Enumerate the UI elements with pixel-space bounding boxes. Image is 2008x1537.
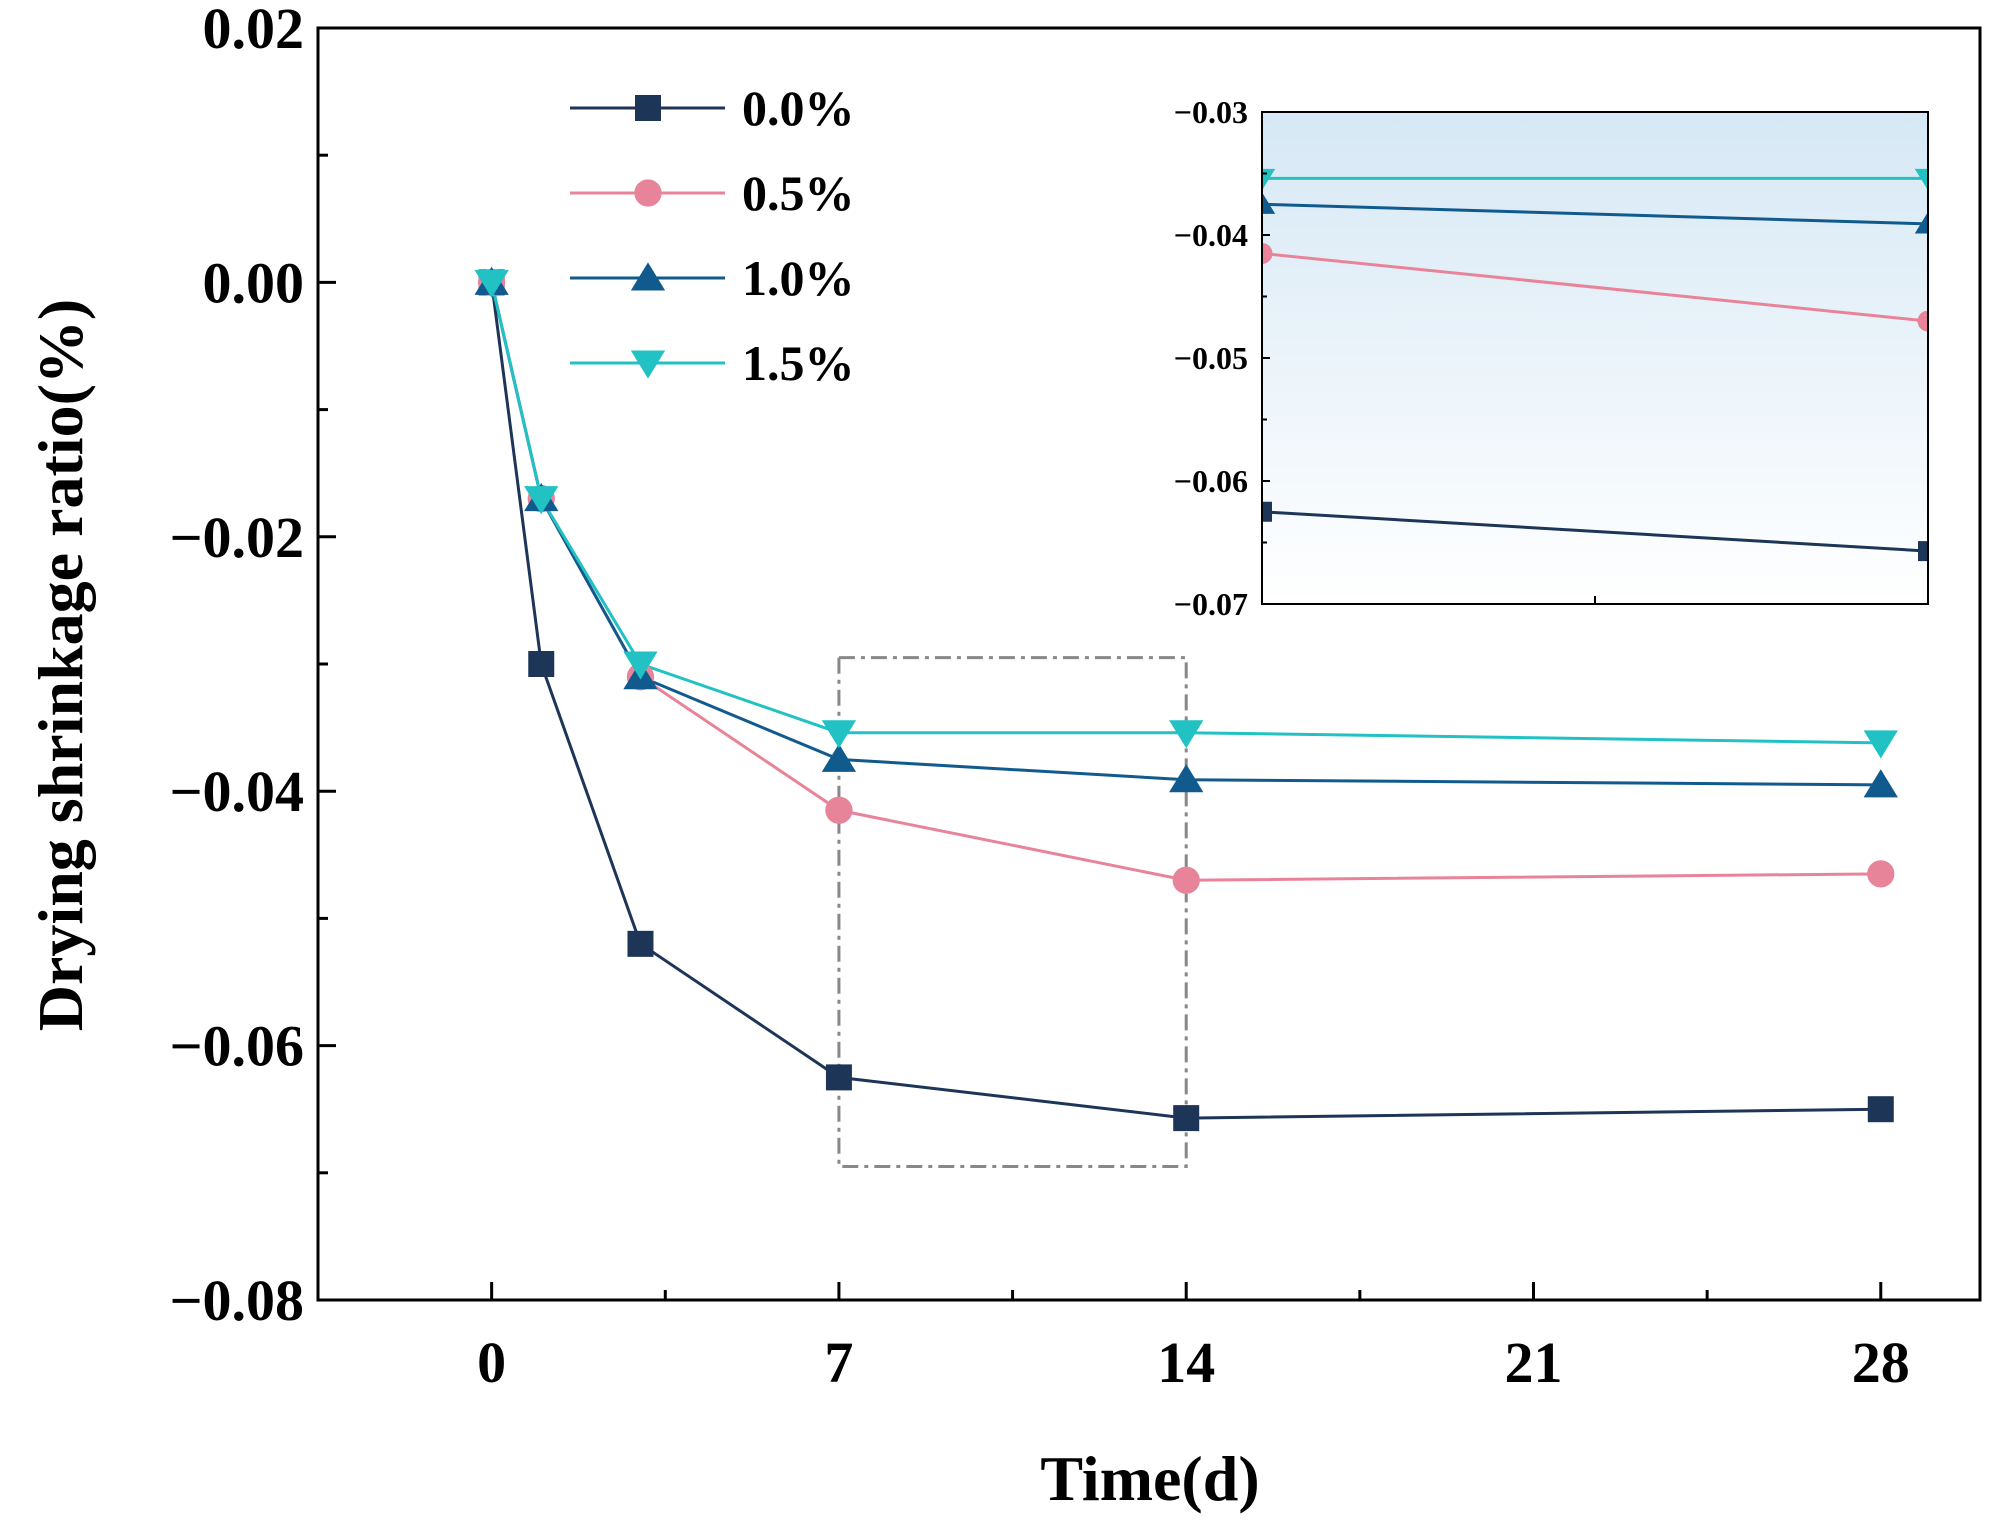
main-markers-group xyxy=(474,266,1898,1132)
data-point-0.5% xyxy=(1867,860,1895,888)
main-axes: 0 7 14 21 28 0.02 0.00 −0.02 −0.04 −0.06 −0.08 xyxy=(169,0,1909,1395)
data-point-1.5% xyxy=(1863,730,1898,759)
inset-data-point-0.0% xyxy=(1262,501,1272,522)
inset-data-point-0.0% xyxy=(1918,541,1928,562)
data-point-1.0% xyxy=(1169,764,1204,793)
inset-y-tick-label: −0.04 xyxy=(1174,217,1248,253)
legend-marker xyxy=(635,95,661,121)
legend-marker xyxy=(630,262,666,291)
y-tick-label: 0.02 xyxy=(203,0,305,61)
inset-series-line-1.0% xyxy=(1262,202,1928,226)
x-tick-label: 14 xyxy=(1157,1330,1215,1395)
inset-data-point-1.0% xyxy=(1262,192,1276,214)
y-tick-label: −0.06 xyxy=(169,1014,304,1079)
legend-label: 1.5% xyxy=(742,335,855,391)
data-point-0.5% xyxy=(825,796,853,824)
data-point-0.5% xyxy=(1172,866,1200,894)
inset-chart: −0.03 −0.04 −0.05 −0.06 −0.07 xyxy=(1174,94,1929,622)
y-tick-label: 0.00 xyxy=(203,250,305,315)
legend-label: 0.0% xyxy=(742,80,855,136)
inset-data-point-0.5% xyxy=(1917,310,1928,332)
data-point-1.5% xyxy=(1169,720,1204,749)
legend-marker xyxy=(630,350,666,379)
series-line-0.0% xyxy=(490,282,1881,1120)
data-point-1.5% xyxy=(821,720,857,749)
data-point-0.0% xyxy=(1173,1105,1200,1132)
y-tick-label: −0.04 xyxy=(169,759,304,824)
inset-y-tick-label: −0.05 xyxy=(1174,340,1248,376)
inset-y-tick-label: −0.07 xyxy=(1174,586,1248,622)
inset-data-point-0.5% xyxy=(1262,242,1273,264)
main-series-group xyxy=(490,282,1881,1120)
y-tick-label: −0.08 xyxy=(169,1268,304,1333)
y-axis-title: Drying shrinkage ratio(%) xyxy=(25,299,96,1031)
x-axis-title: Time(d) xyxy=(1040,1443,1259,1514)
x-tick-label: 21 xyxy=(1504,1330,1562,1395)
inset-series-line-0.0% xyxy=(1262,510,1928,553)
legend: 0.0% 0.5% 1.0% 1.5% xyxy=(570,80,855,391)
legend-label: 0.5% xyxy=(742,165,855,221)
inset-y-tick-label: −0.06 xyxy=(1174,463,1248,499)
inset-data-point-1.5% xyxy=(1914,168,1928,191)
inset-markers-group xyxy=(1262,168,1928,562)
data-point-0.0% xyxy=(825,1064,852,1091)
data-point-0.0% xyxy=(528,651,555,677)
x-tick-label: 7 xyxy=(824,1330,853,1395)
inset-y-tick-label: −0.03 xyxy=(1174,94,1248,130)
data-point-1.0% xyxy=(1863,769,1898,798)
data-point-1.5% xyxy=(474,269,509,298)
legend-label: 1.0% xyxy=(742,250,855,306)
data-point-1.5% xyxy=(623,651,658,680)
inset-axes: −0.03 −0.04 −0.05 −0.06 −0.07 xyxy=(1174,94,1596,622)
data-point-0.0% xyxy=(1867,1096,1894,1123)
y-tick-label: −0.02 xyxy=(169,505,304,570)
highlight-box xyxy=(837,656,1188,1168)
x-tick-label: 28 xyxy=(1852,1330,1910,1395)
series-line-1.5% xyxy=(490,282,1881,745)
inset-data-point-1.0% xyxy=(1914,211,1928,234)
data-point-0.0% xyxy=(627,930,654,957)
inset-series-line-0.5% xyxy=(1262,251,1928,323)
highlight-box-group xyxy=(837,656,1188,1168)
data-point-1.5% xyxy=(524,486,559,515)
x-tick-label: 0 xyxy=(477,1330,506,1395)
data-point-1.0% xyxy=(821,743,857,772)
legend-marker xyxy=(634,179,662,207)
inset-background xyxy=(1262,112,1928,604)
inset-series-group xyxy=(1262,176,1928,553)
